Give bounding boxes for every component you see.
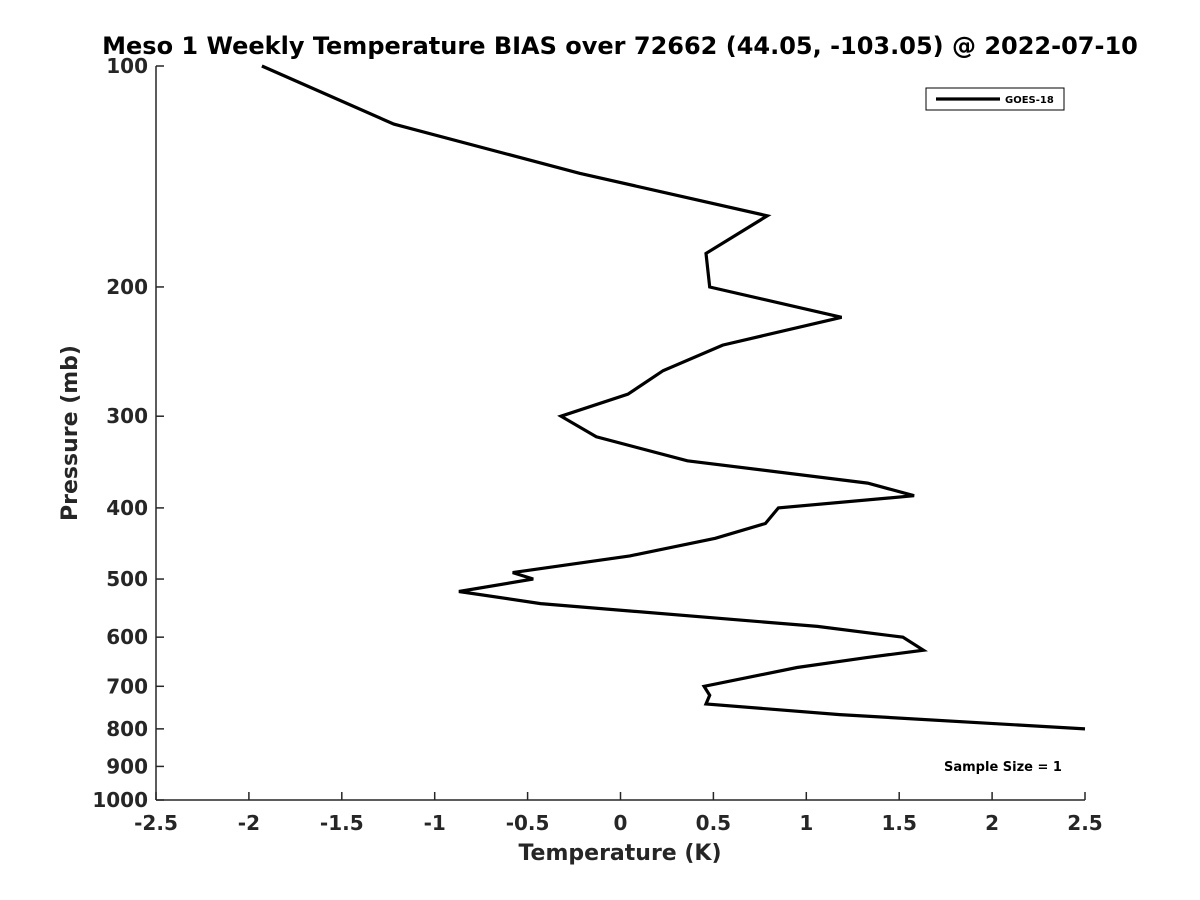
y-tick-label: 900 <box>106 754 148 778</box>
y-tick-label: 600 <box>106 625 148 649</box>
series-line-goes-18 <box>261 64 1086 731</box>
x-tick-label: -1 <box>424 811 446 835</box>
legend-label-goes-18: GOES-18 <box>1005 95 1054 106</box>
x-tick-label: -2.5 <box>134 811 178 835</box>
x-tick-label: 1.5 <box>881 811 916 835</box>
y-axis-ticks: 100 200 300 400 500 600 700 800 900 1000 <box>92 54 164 812</box>
x-axis-ticks: -2.5 -2 -1.5 -1 -0.5 0 0.5 1 1.5 2 2.5 <box>134 792 1103 835</box>
y-tick-label: 300 <box>106 404 148 428</box>
y-tick-label: 500 <box>106 567 148 591</box>
x-tick-label: 1 <box>799 811 813 835</box>
y-tick-label: 800 <box>106 717 148 741</box>
x-axis-label: Temperature (K) <box>518 841 721 866</box>
y-tick-label: 200 <box>106 275 148 299</box>
x-tick-label: -0.5 <box>506 811 550 835</box>
y-tick-label: 700 <box>106 674 148 698</box>
y-tick-label: 100 <box>106 54 148 78</box>
chart-title: Meso 1 Weekly Temperature BIAS over 7266… <box>102 32 1138 60</box>
x-tick-label: -1.5 <box>320 811 364 835</box>
x-tick-label: 0.5 <box>696 811 731 835</box>
x-tick-label: 2 <box>985 811 999 835</box>
y-tick-label: 400 <box>106 496 148 520</box>
legend: GOES-18 <box>925 87 1065 111</box>
x-tick-label: -2 <box>238 811 260 835</box>
x-tick-label: 0 <box>614 811 628 835</box>
y-tick-label: 1000 <box>92 788 148 812</box>
y-axis-label: Pressure (mb) <box>58 345 83 521</box>
sample-size-note: Sample Size = 1 <box>944 760 1062 775</box>
x-tick-label: 2.5 <box>1067 811 1102 835</box>
